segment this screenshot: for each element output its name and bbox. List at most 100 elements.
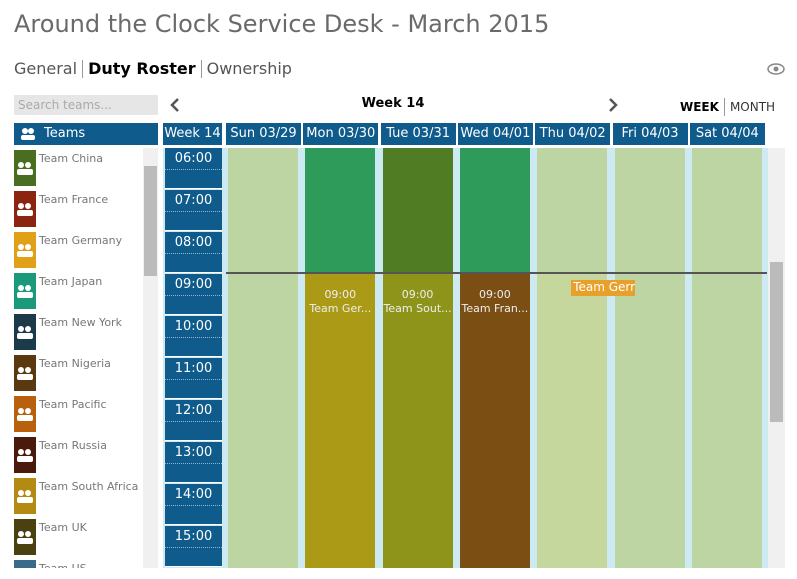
team-name: Team New York: [39, 316, 122, 329]
team-row[interactable]: Team Germany: [14, 230, 143, 271]
time-cell: 11:00: [165, 358, 222, 399]
team-name: Team US: [39, 562, 87, 568]
team-row[interactable]: Team UK: [14, 517, 143, 558]
corner-header: Week 14: [163, 123, 222, 145]
tab[interactable]: Ownership: [200, 60, 297, 78]
drag-label: Team Germ: [571, 280, 636, 296]
day-cell-top: [228, 148, 298, 274]
day-header: Mon 03/30: [303, 123, 379, 145]
half-hour-line: [165, 337, 222, 338]
team-row[interactable]: Team Japan: [14, 271, 143, 312]
half-hour-line: [165, 169, 222, 170]
time-label: 06:00: [174, 151, 213, 166]
team-row[interactable]: Team US: [14, 558, 143, 568]
team-name: Team Germany: [39, 234, 123, 247]
team-list: Team China Team France Team Germany Team Ja…: [14, 148, 158, 568]
time-label: 09:00: [174, 277, 213, 292]
team-name: Team Russia: [39, 439, 107, 452]
day-cell-top: [459, 148, 530, 274]
event[interactable]: 09:00 Team Ger...: [305, 276, 375, 568]
team-row[interactable]: Team Nigeria: [14, 353, 143, 394]
event-label: Team Ger...: [309, 302, 372, 315]
view-option[interactable]: MONTH: [723, 98, 780, 116]
day-cell-bottom: [614, 274, 685, 568]
team-row[interactable]: Team Russia: [14, 435, 143, 476]
half-hour-line: [165, 379, 222, 380]
half-hour-line: [165, 421, 222, 422]
time-label: 10:00: [174, 319, 213, 334]
teams-heading: Teams: [14, 123, 158, 145]
half-hour-line: [165, 463, 222, 464]
prev-week[interactable]: [168, 97, 182, 113]
title: Around the Clock Service Desk - March 20…: [14, 10, 550, 38]
time-label: 11:00: [174, 361, 213, 376]
next-week[interactable]: [606, 97, 620, 113]
half-hour-line: [165, 547, 222, 548]
team-row[interactable]: Team France: [14, 189, 143, 230]
day-header: Sat 04/04: [689, 123, 765, 145]
eye-icon[interactable]: [767, 62, 785, 76]
time-label: 07:00: [174, 193, 213, 208]
team-icon: [14, 355, 36, 391]
event[interactable]: 09:00 Team Sout...: [383, 276, 453, 568]
team-name: Team Nigeria: [39, 357, 111, 370]
time-cell: 08:00: [165, 232, 222, 273]
half-hour-line: [165, 253, 222, 254]
team-icon: [14, 478, 36, 514]
day-header: Tue 03/31: [380, 123, 456, 145]
day-cell-bottom: [228, 274, 298, 568]
time-cell: 06:00: [165, 148, 222, 189]
view-option[interactable]: WEEK: [680, 100, 719, 114]
time-cell: 12:00: [165, 400, 222, 441]
team-icon: [14, 519, 36, 555]
search-box[interactable]: Search teams...: [14, 95, 158, 115]
half-hour-line: [165, 211, 222, 212]
tab[interactable]: General: [14, 59, 78, 78]
day-header: Sun 03/29: [226, 123, 301, 145]
team-name: Team Japan: [39, 275, 103, 288]
team-icon: [14, 314, 36, 350]
half-hour-line: [165, 505, 222, 506]
week-label: Week 14: [361, 96, 425, 111]
team-name: Team Pacific: [39, 398, 107, 411]
divider: [226, 272, 767, 274]
time-cell: 15:00: [165, 526, 222, 567]
team-icon: [14, 273, 36, 309]
team-icon: [14, 150, 36, 186]
time-label: 15:00: [174, 529, 213, 544]
day-cell-top: [691, 148, 762, 274]
event-label: Team Fran...: [461, 302, 529, 315]
half-hour-line: [165, 295, 222, 296]
time-cell: 10:00: [165, 316, 222, 357]
team-row[interactable]: Team South Africa: [14, 476, 143, 517]
team-icon: [14, 396, 36, 432]
team-icon: [14, 560, 36, 568]
event-time: 09:00: [324, 288, 357, 301]
team-row[interactable]: Team New York: [14, 312, 143, 353]
team-row[interactable]: Team Pacific: [14, 394, 143, 435]
team-icon: [14, 437, 36, 473]
day-header: Fri 04/03: [612, 123, 688, 145]
team-row[interactable]: Team China: [14, 148, 143, 189]
day-header: Thu 04/02: [535, 123, 611, 145]
day-header: Wed 04/01: [457, 123, 533, 145]
day-cell-bottom: [382, 274, 453, 568]
day-cell-bottom: [691, 274, 762, 568]
event-time: 09:00: [401, 288, 434, 301]
event-label: Team Sout...: [383, 302, 452, 315]
event[interactable]: 09:00 Team Fran...: [460, 276, 530, 568]
team-name: Team China: [39, 152, 103, 165]
time-cell: 13:00: [165, 442, 222, 483]
cal-scrollbar[interactable]: [768, 148, 785, 568]
time-cell: 14:00: [165, 484, 222, 525]
time-label: 14:00: [174, 487, 213, 502]
time-cell: 07:00: [165, 190, 222, 231]
day-cell-top: [614, 148, 685, 274]
tabs: General Duty Roster Ownership: [14, 60, 297, 78]
scrollbar[interactable]: [143, 148, 158, 568]
view-toggle: WEEK MONTH: [680, 98, 780, 116]
tab[interactable]: Duty Roster: [82, 60, 201, 78]
time-label: 12:00: [174, 403, 213, 418]
time-cell: 09:00: [165, 274, 222, 315]
